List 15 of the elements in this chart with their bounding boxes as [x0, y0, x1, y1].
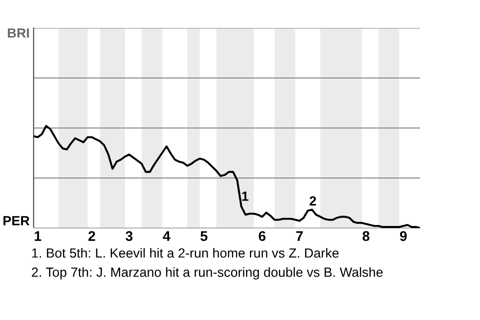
x-tick-label: 9: [400, 231, 407, 241]
x-tick-label: 6: [258, 231, 266, 241]
text: 1. Bot 5th: L. Keevil hit a 2-run home run vs Z. Darke: [32, 248, 339, 258]
annotation: 2: [310, 196, 316, 206]
text: 2. Top 7th: J. Marzano hit a run-scoring double vs B. Walshe: [32, 267, 383, 280]
text: BRI: [8, 28, 29, 38]
x-tick-label: 4: [162, 231, 170, 241]
x-tick-label: 5: [200, 231, 208, 241]
annotation: 1: [242, 192, 248, 201]
x-tick-label: 1: [34, 231, 42, 241]
x-tick-label: 7: [296, 231, 303, 241]
x-tick-label: 8: [362, 231, 370, 241]
x-tick-label: 3: [126, 231, 133, 241]
x-tick-label: 2: [88, 231, 96, 241]
text: PER: [3, 216, 30, 226]
